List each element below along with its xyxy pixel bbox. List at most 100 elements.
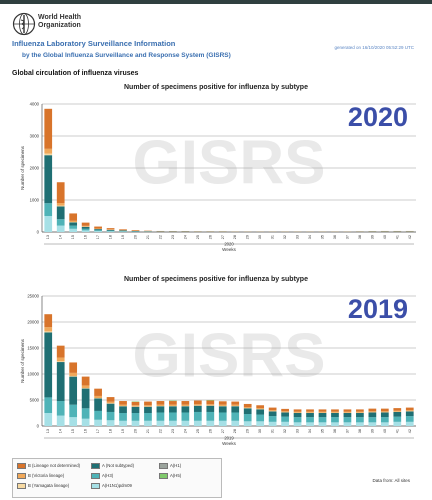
bar-segment	[119, 401, 127, 405]
bar-segment	[380, 417, 389, 423]
x-tick-label: 35	[321, 235, 325, 239]
bar-segment	[318, 409, 327, 412]
bar-segment	[94, 231, 102, 232]
bar-segment	[405, 407, 414, 411]
bar-segment	[69, 375, 78, 377]
y-tick-label: 5000	[30, 398, 40, 403]
bar-segment	[119, 406, 127, 413]
legend-swatch	[17, 473, 26, 479]
bar-segment	[293, 411, 302, 413]
y-tick-label: 1000	[30, 198, 40, 203]
bar-segment	[293, 413, 302, 418]
x-tick-label: 18	[109, 235, 113, 239]
bar-segment	[318, 417, 327, 423]
bar-segment	[131, 401, 140, 406]
bar-segment	[94, 230, 102, 232]
bar-segment	[218, 420, 227, 426]
bar-segment	[81, 225, 90, 227]
x-tick-label: 15	[71, 429, 75, 433]
bar-segment	[243, 403, 252, 408]
bar-segment	[380, 422, 389, 426]
bar-segment	[156, 406, 165, 413]
y-tick-label: 4000	[30, 102, 40, 107]
bar-segment	[144, 413, 152, 421]
bar-segment	[119, 404, 127, 406]
bar-segment	[380, 408, 389, 412]
x-tick-label: 42	[408, 235, 412, 239]
bar-segment	[368, 422, 377, 426]
bar-segment	[405, 410, 414, 412]
bar-segment	[106, 411, 115, 421]
bar-segment	[131, 413, 140, 421]
x-tick-label: 22	[158, 235, 162, 239]
bar-segment	[56, 345, 65, 358]
x-tick-label: 14	[59, 235, 63, 239]
bar-segment	[343, 409, 352, 412]
x-tick-label: 30	[258, 429, 262, 433]
bar-segment	[181, 412, 190, 421]
x-tick-label: 13	[46, 429, 50, 433]
bar-segment	[206, 400, 215, 405]
bar-segment	[368, 412, 377, 418]
bar-segment	[56, 206, 65, 220]
bar-segment	[81, 385, 90, 389]
bar-segment	[56, 401, 65, 416]
x-tick-label: 25	[196, 235, 200, 239]
x-tick-label: 33	[296, 235, 300, 239]
legend-item: A(H5)	[159, 473, 181, 479]
bar-segment	[144, 406, 152, 413]
x-tick-label: 36	[333, 429, 337, 433]
bar-segment	[318, 411, 327, 413]
bar-segment	[231, 412, 240, 421]
bar-segment	[169, 406, 177, 413]
data-source: Data from: All sites	[372, 478, 410, 483]
bar-segment	[281, 408, 289, 412]
bar-segment	[343, 422, 352, 426]
x-tick-label: 27	[221, 429, 225, 433]
bar-segment	[181, 406, 190, 413]
bar-segment	[119, 230, 127, 232]
bar-segment	[331, 413, 339, 418]
x-tick-label: 19	[121, 235, 125, 239]
legend-item: A(H3)	[91, 473, 113, 479]
bar-segment	[293, 422, 302, 426]
y-tick-label: 15000	[27, 346, 39, 351]
bar-segment	[56, 205, 65, 207]
bar-segment	[44, 108, 53, 149]
x-tick-label: 34	[308, 429, 312, 433]
bar-segment	[44, 327, 53, 332]
bar-segment	[56, 203, 65, 206]
legend-label: A(H5)	[170, 473, 182, 479]
bar-segment	[356, 409, 364, 412]
bar-segment	[69, 417, 78, 426]
y-tick-label: 2000	[30, 166, 40, 171]
bar-segment	[81, 222, 90, 226]
year-label: 2019	[348, 294, 408, 324]
y-tick-label: 25000	[27, 294, 39, 299]
bar-segment	[293, 409, 302, 412]
legend-item: B (Victoria lineage)	[17, 473, 64, 479]
bar-segment	[193, 411, 202, 421]
legend-swatch	[159, 463, 168, 469]
bar-segment	[356, 411, 364, 413]
bar-segment	[193, 400, 202, 405]
x-tick-label: 20	[134, 235, 138, 239]
legend-swatch	[17, 463, 26, 469]
x-tick-label: 41	[395, 429, 399, 433]
bar-segment	[405, 416, 414, 422]
bar-segment	[69, 404, 78, 418]
global-title: Global circulation of influenza viruses	[12, 70, 139, 77]
x-tick-label: 29	[246, 235, 250, 239]
legend-swatch	[17, 483, 26, 489]
x-axis-label: Weeks	[222, 441, 236, 446]
bar-segment	[56, 361, 65, 363]
chart-2019: Number of specimens positive for influen…	[8, 276, 424, 464]
bar-segment	[256, 405, 265, 409]
bar-segment	[306, 413, 314, 418]
bar-segment	[119, 420, 127, 426]
bar-segment	[318, 422, 327, 426]
x-tick-label: 17	[96, 429, 100, 433]
bar-segment	[306, 411, 314, 413]
bar-segment	[281, 412, 289, 417]
system-subtitle: by the Global Influenza Surveillance and…	[22, 52, 231, 59]
